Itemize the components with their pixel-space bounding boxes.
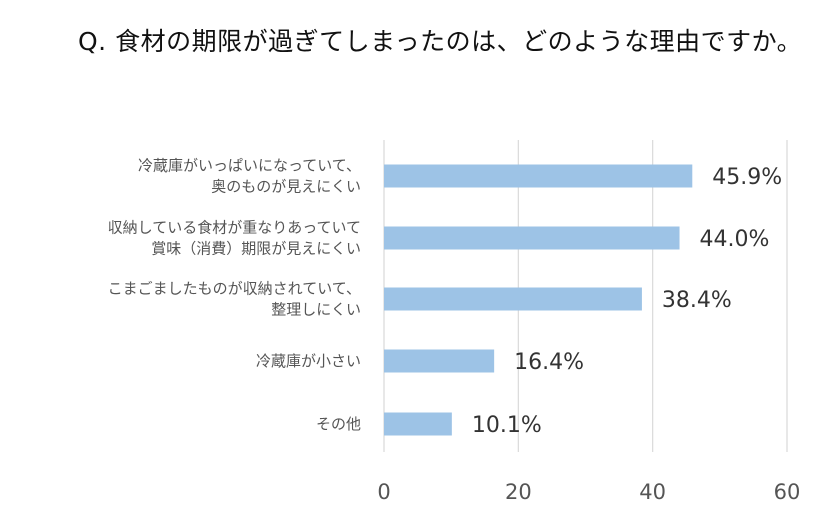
chart-title: Q. 食材の期限が過ぎてしまったのは、どのような理由ですか。 [78,27,803,56]
value-label: 16.4% [514,350,584,375]
category-label: その他 [316,415,361,433]
value-labels: 45.9% 44.0% 38.4% 16.4% 10.1% [472,165,782,438]
category-label: 賞味（消費）期限が見えにくい [151,240,361,258]
category-label: こまごましたものが収納されていて、 [108,280,361,298]
bar [384,349,495,373]
value-label: 10.1% [472,413,542,438]
bar [384,164,693,188]
category-label: 整理しにくい [271,301,361,319]
bar [384,287,642,311]
x-tick-label: 0 [377,480,390,504]
value-label: 44.0% [700,227,770,252]
bars [384,164,693,436]
category-label: 冷蔵庫がいっぱいになっていて、 [138,157,361,175]
x-tick-label: 60 [774,480,801,504]
bar [384,226,680,250]
x-axis-ticks: 0 20 40 60 [377,480,800,504]
x-tick-label: 20 [505,480,532,504]
bar [384,412,452,436]
value-label: 45.9% [712,165,782,190]
category-label: 冷蔵庫が小さい [256,352,361,370]
category-labels: 冷蔵庫がいっぱいになっていて、奥のものが見えにくい収納している食材が重なりあって… [108,157,361,434]
category-label: 奥のものが見えにくい [211,178,361,196]
value-label: 38.4% [662,288,732,313]
x-tick-label: 40 [639,480,666,504]
category-label: 収納している食材が重なりあっていて [108,219,361,237]
